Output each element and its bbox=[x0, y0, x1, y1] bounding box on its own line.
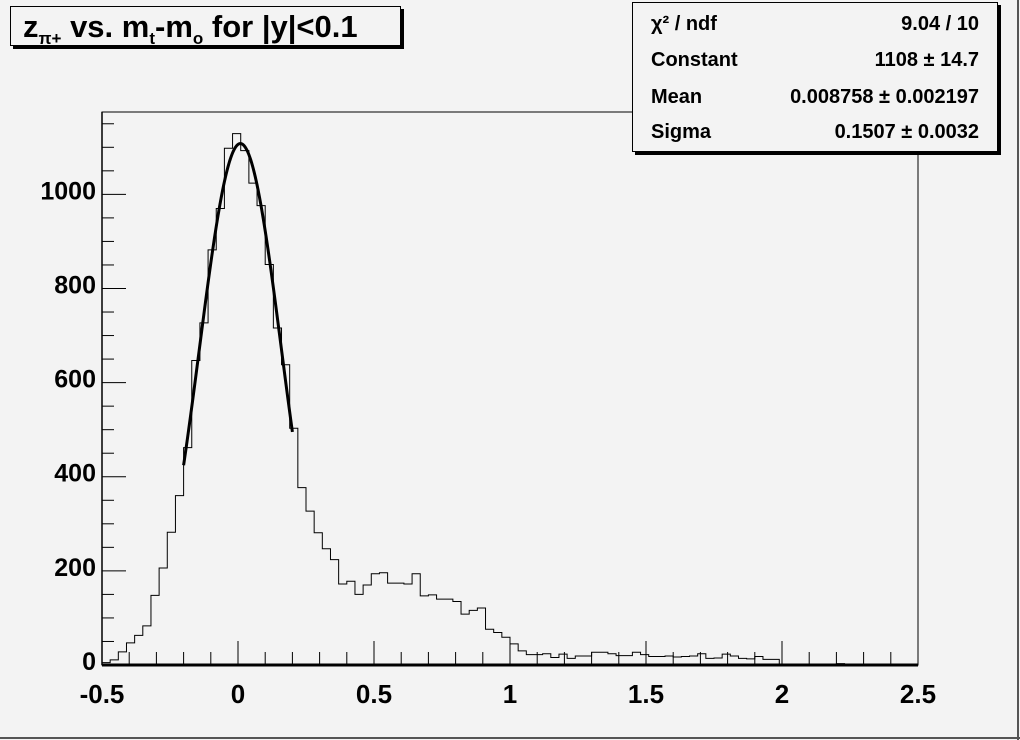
title-sub: t bbox=[149, 29, 156, 49]
stats-label: Sigma bbox=[651, 120, 712, 143]
title-sub: π+ bbox=[38, 29, 62, 49]
stats-value: 9.04 / 10 bbox=[901, 12, 979, 35]
stats-label: χ² / ndf bbox=[651, 12, 717, 35]
stats-row-sigma: Sigma 0.1507 ± 0.0032 bbox=[651, 117, 979, 147]
y-tick-label: 1000 bbox=[40, 177, 96, 205]
x-tick-label: 1 bbox=[503, 679, 517, 709]
title-sub: o bbox=[192, 29, 204, 49]
histogram-outline bbox=[101, 133, 918, 666]
y-tick-label: 0 bbox=[82, 648, 96, 676]
y-tick-label: 200 bbox=[54, 554, 96, 582]
y-tick-label: 800 bbox=[54, 271, 96, 299]
stats-label: Constant bbox=[651, 48, 738, 71]
gaussian-fit-curve bbox=[182, 142, 294, 466]
x-tick-label: 1.5 bbox=[628, 679, 664, 709]
title-text: z bbox=[23, 9, 39, 44]
stats-label: Mean bbox=[651, 85, 703, 108]
x-tick-label: -0.5 bbox=[80, 679, 125, 709]
x-tick-label: 2 bbox=[775, 679, 789, 709]
x-tick-label: 0 bbox=[231, 679, 245, 709]
stats-box: χ² / ndf 9.04 / 10 Constant 1108 ± 14.7 Me… bbox=[632, 2, 998, 152]
chart-title: zπ+ vs. mt-mo for |y|<0.1 bbox=[10, 6, 401, 49]
stats-row-chi2: χ² / ndf 9.04 / 10 bbox=[651, 9, 979, 39]
stats-value: 0.008758 ± 0.002197 bbox=[790, 85, 979, 108]
title-text: -m bbox=[155, 9, 193, 44]
stats-row-mean: Mean 0.008758 ± 0.002197 bbox=[651, 82, 979, 112]
stats-value: 1108 ± 14.7 bbox=[874, 48, 979, 71]
plot-frame bbox=[101, 111, 919, 666]
y-tick-label: 600 bbox=[54, 366, 96, 394]
x-tick-label: 2.5 bbox=[900, 679, 936, 709]
stats-value: 0.1507 ± 0.0032 bbox=[834, 120, 979, 143]
title-text: vs. m bbox=[61, 9, 150, 44]
x-tick-label: 0.5 bbox=[356, 679, 392, 709]
title-text: for |y|<0.1 bbox=[203, 9, 358, 44]
stats-row-constant: Constant 1108 ± 14.7 bbox=[651, 45, 979, 75]
y-tick-label: 400 bbox=[54, 460, 96, 488]
